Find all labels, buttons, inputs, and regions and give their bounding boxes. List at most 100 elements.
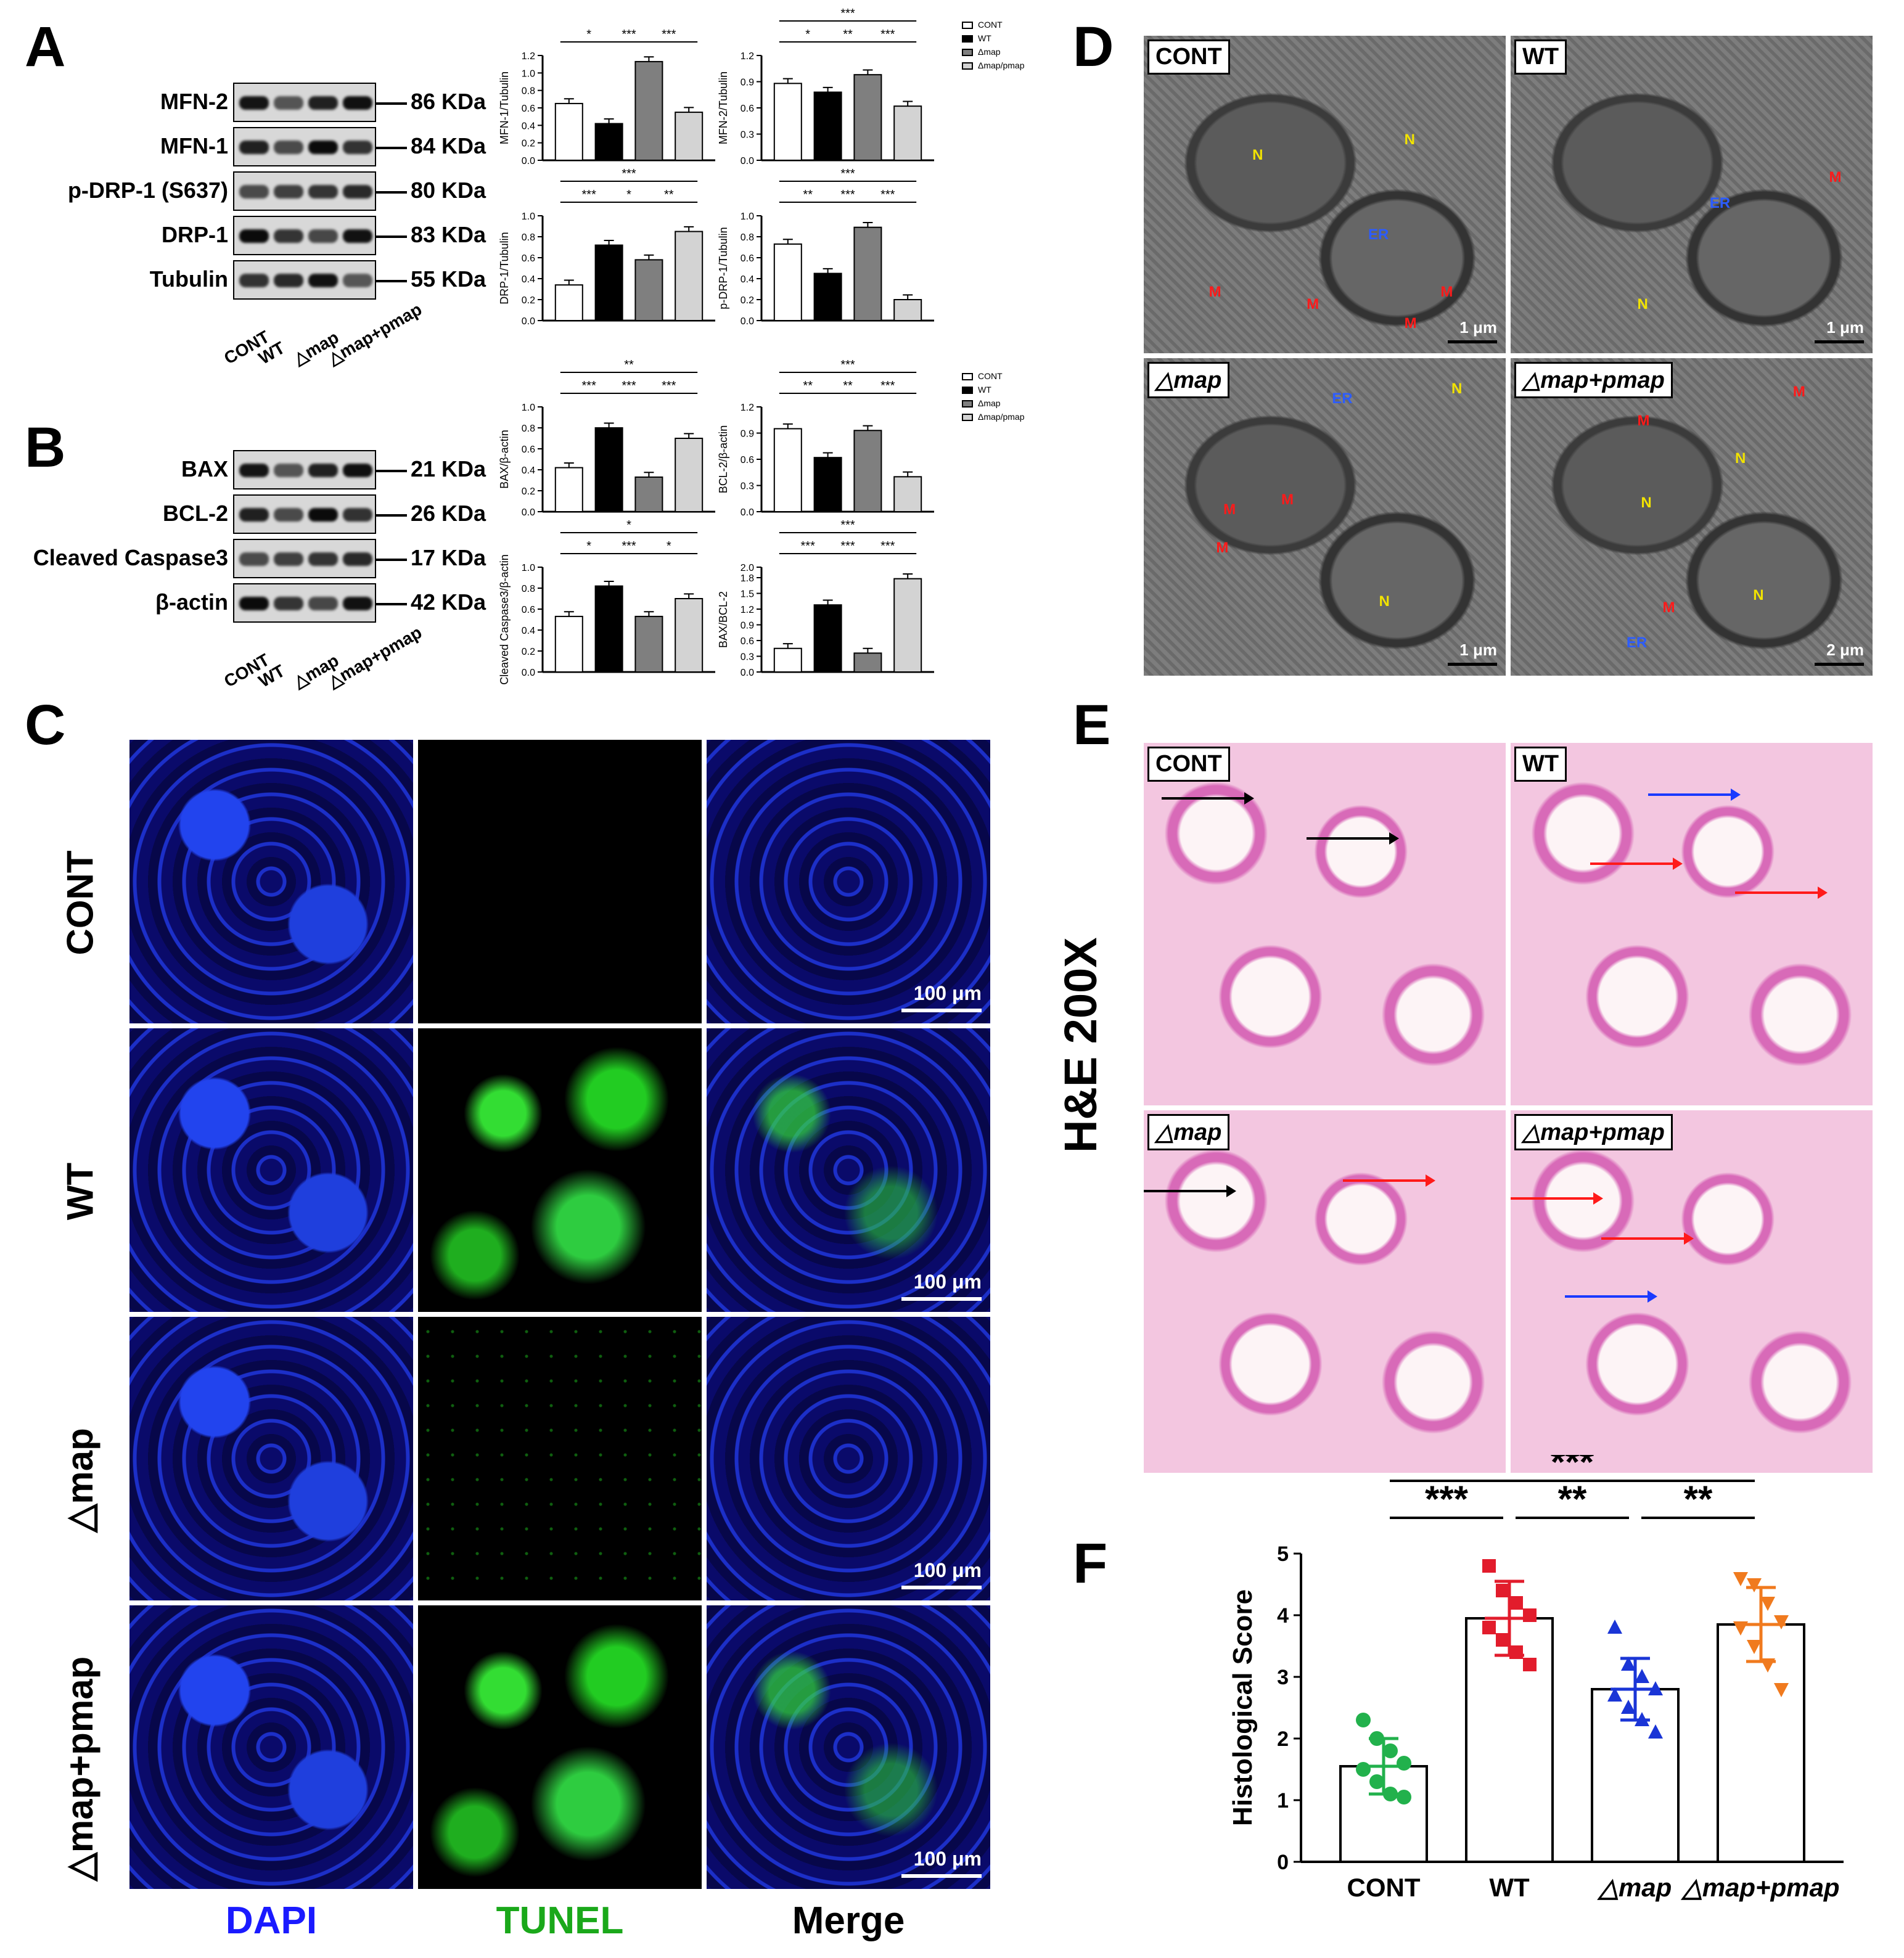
tem-annotation: N xyxy=(1451,380,1463,398)
y-tick-label: 1.0 xyxy=(741,211,754,222)
tunel-image xyxy=(129,1317,413,1600)
legend-swatch xyxy=(962,400,973,408)
he-arrow xyxy=(1590,858,1683,870)
y-tick-label: 0.8 xyxy=(522,232,535,243)
blot-row-label: Cleaved Caspase3 xyxy=(33,545,228,570)
data-point xyxy=(1369,1774,1384,1789)
bar xyxy=(893,105,922,161)
he-image: CONT xyxy=(1144,743,1506,1105)
tunel-image xyxy=(418,1028,702,1312)
y-tick-label: 0.8 xyxy=(522,86,535,97)
tem-annotation: M xyxy=(1662,599,1675,616)
bar xyxy=(554,615,583,673)
kda-label: 42 KDa xyxy=(411,589,486,615)
blot-band xyxy=(274,141,303,154)
tunel-image xyxy=(129,740,413,1023)
he-side-label: H&E 200X xyxy=(1055,937,1106,1153)
y-tick-label: 1.0 xyxy=(522,68,535,79)
y-tick-label: 1.2 xyxy=(741,51,754,62)
sig-star: *** xyxy=(880,28,895,41)
sig-star: *** xyxy=(840,358,855,372)
y-axis-label: Cleaved Caspase3/β-actin xyxy=(498,554,511,684)
legend-item: Δmap xyxy=(962,47,1001,57)
tem-tile-label: △map xyxy=(1147,362,1230,398)
he-tile-label: △map xyxy=(1147,1114,1230,1150)
scale-bar-label: 100 μm xyxy=(913,1848,982,1870)
blot-strip xyxy=(233,260,376,300)
blot-band xyxy=(274,464,303,477)
he-image: △map xyxy=(1144,1110,1506,1473)
blot-band xyxy=(343,597,372,610)
scale-bar-label: 100 μm xyxy=(913,982,982,1004)
data-point xyxy=(1496,1584,1509,1597)
y-tick-label: 0.2 xyxy=(522,139,535,149)
data-point xyxy=(1397,1756,1411,1771)
y-tick-label: 0.3 xyxy=(741,130,754,141)
scale-bar-label: 100 μm xyxy=(913,1559,982,1581)
y-tick-label: 0.0 xyxy=(741,668,754,678)
bar xyxy=(634,259,663,321)
blot-band xyxy=(274,229,303,243)
y-tick-label: 0.4 xyxy=(522,274,535,285)
blot-row-label: DRP-1 xyxy=(161,222,228,247)
data-point xyxy=(1607,1687,1622,1702)
scale-bar xyxy=(901,1874,982,1878)
y-tick-label: 1.2 xyxy=(522,51,535,62)
he-arrowhead xyxy=(1425,1174,1435,1187)
he-tile-label: △map+pmap xyxy=(1514,1114,1673,1150)
kda-tick xyxy=(376,236,407,238)
tem-annotation: N xyxy=(1637,296,1648,313)
he-arrowhead xyxy=(1673,858,1683,870)
sig-star: ** xyxy=(843,379,853,393)
bar xyxy=(594,123,623,161)
y-tick-label: 0.6 xyxy=(522,104,535,114)
tunel-image: 100 μm xyxy=(707,1317,990,1600)
tem-annotation: M xyxy=(1829,169,1842,186)
sig-star: *** xyxy=(840,539,855,553)
sig-star: *** xyxy=(840,167,855,181)
y-tick-label: 0.0 xyxy=(522,156,535,166)
bar xyxy=(813,272,842,321)
panel-letter-e: E xyxy=(1073,694,1111,756)
legend-label: CONT xyxy=(978,20,1003,30)
blot-band xyxy=(239,597,269,610)
he-arrow xyxy=(1307,832,1400,845)
scale-bar xyxy=(901,1586,982,1589)
legend-swatch xyxy=(962,62,973,70)
bar xyxy=(893,476,922,513)
data-point xyxy=(1496,1633,1509,1647)
he-arrowhead xyxy=(1389,832,1400,845)
sig-star: *** xyxy=(880,188,895,202)
kda-tick xyxy=(376,514,407,517)
scale-bar-label: 1 μm xyxy=(1826,318,1864,337)
blot-row-label: MFN-1 xyxy=(160,133,228,158)
blot-strip xyxy=(233,494,376,534)
data-point xyxy=(1509,1596,1523,1610)
y-tick-label: 0.2 xyxy=(522,647,535,657)
he-arrow xyxy=(1511,1192,1603,1205)
data-point xyxy=(1397,1790,1411,1804)
sig-star: ** xyxy=(803,379,813,393)
blot-band xyxy=(308,552,338,566)
blot-strip xyxy=(233,539,376,578)
data-point xyxy=(1482,1621,1496,1634)
data-point xyxy=(1621,1700,1636,1714)
tem-tile-label: WT xyxy=(1514,39,1567,75)
blot-row-label: MFN-2 xyxy=(160,89,228,114)
tem-annotation: M xyxy=(1208,283,1221,300)
blot-band xyxy=(274,508,303,522)
y-tick-label: 5 xyxy=(1277,1542,1289,1566)
x-tick-label: WT xyxy=(1489,1873,1530,1902)
legend-item: Δmap/pmap xyxy=(962,60,1025,70)
y-tick-label: 0.4 xyxy=(522,121,535,131)
bar xyxy=(675,438,704,512)
y-tick-label: 0.4 xyxy=(522,465,535,476)
tem-annotation: N xyxy=(1404,131,1415,148)
sig-star: * xyxy=(667,539,671,553)
sig-star: *** xyxy=(622,167,636,181)
x-tick-label: △map xyxy=(1597,1873,1672,1902)
y-tick-label: 0.6 xyxy=(741,636,754,647)
